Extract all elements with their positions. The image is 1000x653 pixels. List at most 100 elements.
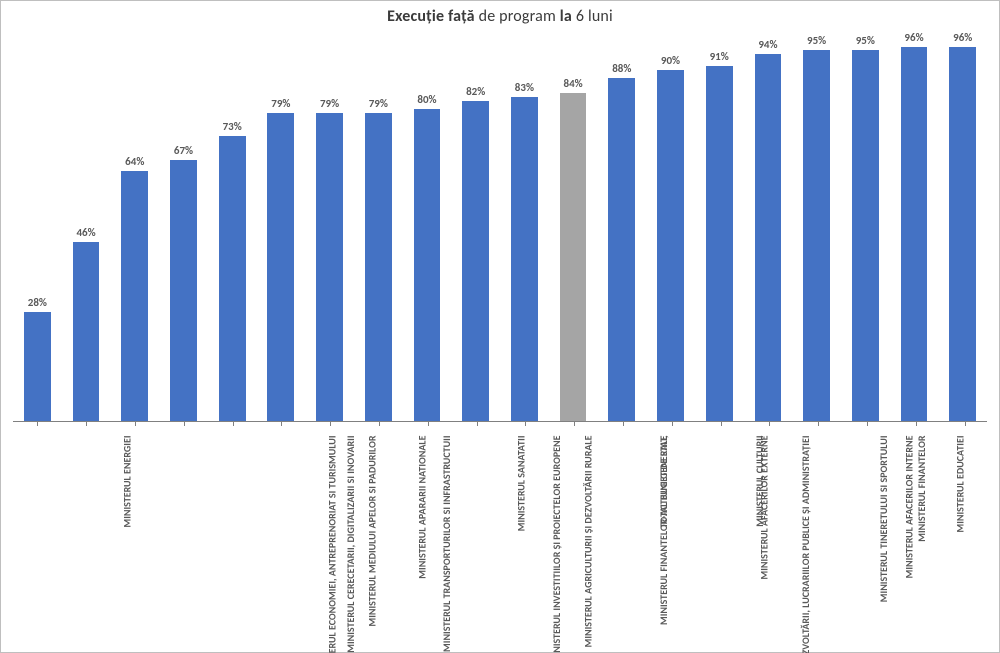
x-tick (867, 421, 868, 426)
bar (414, 109, 441, 421)
title-part-4: 6 luni (572, 7, 613, 26)
x-label-slot: MINISTERUL CULTURII (646, 429, 695, 634)
bar (170, 160, 197, 421)
x-label-slot: MINISTERUL DEZVOLTĂRII, LUCRARIILOR PUBL… (500, 429, 549, 634)
bar-highlight (560, 93, 587, 421)
bar-wrap (890, 47, 939, 421)
bar-wrap (354, 113, 403, 421)
data-label: 82% (451, 85, 500, 98)
x-tick (818, 421, 819, 426)
data-label: 95% (792, 34, 841, 47)
bar-wrap (841, 50, 890, 421)
plot-area: 28%46%64%67%73%79%79%79%80%82%83%84%88%9… (13, 31, 987, 632)
data-label: 80% (403, 93, 452, 106)
bar-slot: 28% (13, 31, 62, 421)
title-part-3: la (560, 7, 572, 26)
chart-container: Execuție față de program la 6 luni 28% 46… (0, 0, 1000, 653)
bar (316, 113, 343, 421)
data-label: 88% (597, 62, 646, 75)
bar-slot: 82% (451, 31, 500, 421)
x-label-slot: MINISTERUL JUSTITIEI (938, 429, 987, 634)
bar-slot: 79% (257, 31, 306, 421)
bar-wrap (451, 101, 500, 421)
x-label-slot: MINISTERUL MEDIULUI APELOR SI PADURILOR (159, 429, 208, 634)
bar-slot: 64% (110, 31, 159, 421)
x-label-slot: MINISTERUL ECONOMIEI, ANTREPRENORIAT SI … (62, 429, 111, 634)
x-tick (721, 421, 722, 426)
x-labels-row: MINISTERUL ENERGIEIMINISTERUL ECONOMIEI,… (13, 429, 987, 634)
bar-slot: 91% (695, 31, 744, 421)
data-label: 84% (549, 77, 598, 90)
x-tick (525, 421, 526, 426)
data-label: 83% (500, 81, 549, 94)
x-tick (769, 421, 770, 426)
bar-wrap (744, 54, 793, 421)
x-label-slot: MINISTERUL MUNCII SI PROTECTIEI SOCIALE (890, 429, 939, 634)
bar (803, 50, 830, 421)
bar-wrap (792, 50, 841, 421)
x-label-slot: MINISTERUL CERECETARII, DIGITALIZARII SI… (110, 429, 159, 634)
bar-slot: 95% (841, 31, 890, 421)
bar-slot: 73% (208, 31, 257, 421)
x-tick (574, 421, 575, 426)
data-label: 95% (841, 34, 890, 47)
data-label: 28% (13, 296, 62, 309)
x-label-slot: MINISTERUL TINERETULUI SI SPORTULUI (695, 429, 744, 634)
data-label: 79% (354, 97, 403, 110)
bar (365, 113, 392, 421)
bar-wrap (159, 160, 208, 421)
bars-row: 28%46%64%67%73%79%79%79%80%82%83%84%88%9… (13, 31, 987, 421)
bar-wrap (646, 70, 695, 421)
bar-slot: 94% (744, 31, 793, 421)
x-label-slot: TOTAL BUGET DE STAT, (549, 429, 598, 634)
bar-wrap (938, 47, 987, 421)
data-label: 46% (62, 226, 111, 239)
data-label: 91% (695, 50, 744, 63)
data-label: 94% (744, 38, 793, 51)
bar-wrap (305, 113, 354, 421)
x-tick (379, 421, 380, 426)
bar-slot: 88% (597, 31, 646, 421)
data-label: 64% (110, 155, 159, 168)
bar (755, 54, 782, 421)
data-label: 79% (257, 97, 306, 110)
bar (462, 101, 489, 421)
bar-wrap (62, 242, 111, 421)
bar-slot: 79% (305, 31, 354, 421)
bar-slot: 96% (938, 31, 987, 421)
x-tick (623, 421, 624, 426)
x-tick (428, 421, 429, 426)
bar (219, 136, 246, 421)
x-tick (86, 421, 87, 426)
x-tick (184, 421, 185, 426)
x-label-slot: MINISTERUL FINANTELOR-ACTIUNI GENERALE (451, 429, 500, 634)
chart-title: Execuție față de program la 6 luni (1, 7, 999, 26)
data-label: 67% (159, 144, 208, 157)
x-label-slot: MINISTERUL ENERGIEI (13, 429, 62, 634)
x-label-slot: MINISTERUL EDUCATIEI (841, 429, 890, 634)
data-label: 90% (646, 54, 695, 67)
x-tick (37, 421, 38, 426)
x-label-slot: MINISTERUL TRANSPORTURILOR SI INFRASTRUC… (208, 429, 257, 634)
x-label-slot: MINISTERUL FINANTELOR (792, 429, 841, 634)
bar-wrap (110, 171, 159, 421)
x-tick (916, 421, 917, 426)
bar (24, 312, 51, 421)
bar-wrap (13, 312, 62, 421)
bar (657, 70, 684, 421)
bar-slot: 90% (646, 31, 695, 421)
bar-wrap (549, 93, 598, 421)
x-tick (330, 421, 331, 426)
bar (608, 78, 635, 421)
bar-wrap (403, 109, 452, 421)
bar (73, 242, 100, 421)
bar (706, 66, 733, 421)
bar (852, 50, 879, 421)
bar-wrap (695, 66, 744, 421)
bar (511, 97, 538, 421)
x-tick (135, 421, 136, 426)
x-label-slot: MINISTERUL AFACERILOR INTERNE (744, 429, 793, 634)
bar-slot: 83% (500, 31, 549, 421)
bar (901, 47, 928, 421)
bar (949, 47, 976, 421)
